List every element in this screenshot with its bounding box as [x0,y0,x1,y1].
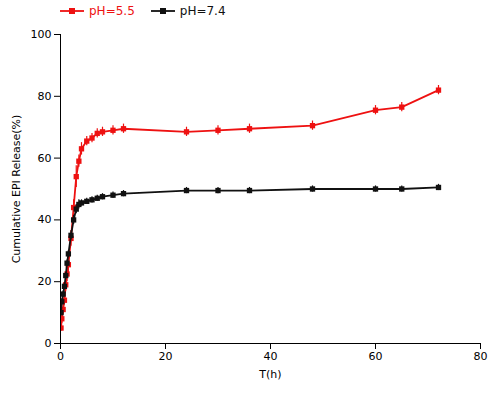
svg-text:20: 20 [159,350,173,363]
svg-text:80: 80 [38,90,52,103]
svg-text:80: 80 [474,350,488,363]
svg-text:0: 0 [57,350,64,363]
svg-text:40: 40 [38,213,52,226]
svg-text:40: 40 [264,350,278,363]
svg-text:60: 60 [38,152,52,165]
svg-text:0: 0 [45,337,52,350]
svg-text:100: 100 [31,28,52,41]
svg-text:20: 20 [38,275,52,288]
svg-text:T(h): T(h) [258,368,281,381]
svg-text:Cumulative EPI Release(%): Cumulative EPI Release(%) [10,115,23,264]
html-text:pH=5.5: pH=5.5 [89,4,135,18]
html-text:pH=7.4: pH=7.4 [179,4,226,18]
svg-text:60: 60 [369,350,383,363]
